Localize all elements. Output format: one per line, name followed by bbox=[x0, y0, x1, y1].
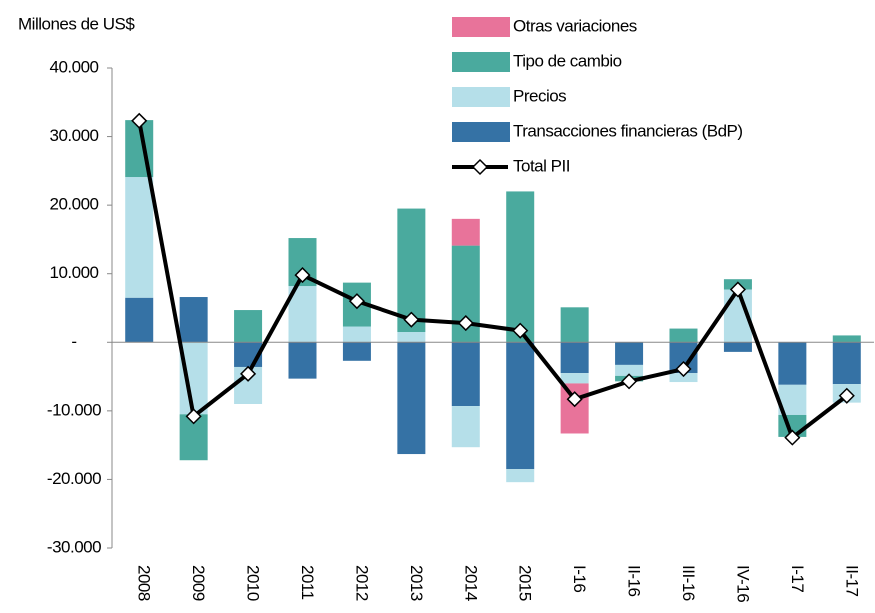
bar-segment bbox=[451, 218, 480, 246]
legend-swatch bbox=[452, 17, 510, 37]
bar-segment bbox=[669, 373, 698, 383]
line-marker bbox=[294, 267, 311, 284]
bar-segment bbox=[342, 326, 371, 343]
line-marker bbox=[457, 315, 474, 332]
bar-segment bbox=[288, 342, 317, 379]
bar-segment bbox=[125, 177, 154, 298]
line-marker bbox=[512, 322, 529, 339]
line-marker bbox=[729, 281, 746, 298]
bar-segment bbox=[560, 342, 589, 374]
legend-label: Otras variaciones bbox=[513, 16, 637, 35]
bar-segment bbox=[723, 342, 752, 352]
y-tick-label: 30.000 bbox=[50, 126, 99, 145]
line-marker bbox=[348, 293, 365, 310]
bar-segment bbox=[560, 383, 589, 434]
bar-segment bbox=[342, 342, 371, 361]
line-marker bbox=[784, 429, 801, 446]
bar-segment bbox=[179, 342, 208, 415]
bar-segment bbox=[451, 342, 480, 407]
line-marker bbox=[131, 112, 148, 129]
x-tick-label: 2009 bbox=[189, 565, 208, 601]
x-tick-label: I-16 bbox=[570, 565, 589, 592]
x-tick-label: 2012 bbox=[352, 565, 371, 601]
x-tick-label: 2015 bbox=[516, 565, 535, 601]
bar-segment bbox=[397, 208, 426, 332]
legend-swatch bbox=[452, 87, 510, 107]
bar-segment bbox=[615, 364, 644, 376]
legend-swatch bbox=[452, 52, 510, 72]
legend-label: Precios bbox=[513, 86, 566, 105]
y-tick-label: -10.000 bbox=[47, 400, 101, 419]
x-tick-label: 2011 bbox=[298, 565, 317, 600]
line-marker bbox=[675, 360, 692, 378]
x-tick-label: 2013 bbox=[407, 565, 426, 601]
bar-segment bbox=[778, 342, 807, 385]
x-tick-label: III-16 bbox=[679, 565, 698, 601]
bar-segment bbox=[125, 297, 154, 343]
y-tick-label: -20.000 bbox=[47, 469, 101, 488]
bar-segment bbox=[832, 342, 861, 385]
x-tick-label: 2008 bbox=[135, 565, 154, 601]
bar-segment bbox=[560, 307, 589, 343]
line-marker bbox=[566, 391, 583, 408]
legend-label: Total PII bbox=[513, 156, 570, 175]
x-tick-label: 2014 bbox=[461, 565, 480, 601]
bar-segment bbox=[451, 406, 480, 448]
line-marker bbox=[185, 408, 202, 425]
line-marker bbox=[403, 311, 420, 328]
bar-segment bbox=[179, 297, 208, 343]
y-tick-label: 40.000 bbox=[50, 57, 99, 76]
bar-segment bbox=[832, 335, 861, 343]
y-tick-label: 10.000 bbox=[50, 263, 99, 282]
bar-segment bbox=[615, 342, 644, 365]
y-tick-label: 20.000 bbox=[50, 195, 99, 214]
x-tick-label: II-17 bbox=[842, 565, 861, 597]
legend-swatch bbox=[452, 122, 510, 142]
bar-segment bbox=[506, 191, 535, 343]
total-line bbox=[137, 120, 849, 440]
legend-marker bbox=[471, 158, 489, 176]
y-axis-label: Millones de US$ bbox=[18, 14, 135, 33]
legend-label: Tipo de cambio bbox=[513, 51, 622, 70]
bar-segment bbox=[234, 310, 263, 343]
x-tick-label: II-16 bbox=[625, 565, 644, 597]
legend-label: Transacciones financieras (BdP) bbox=[513, 121, 743, 140]
bar-segment bbox=[397, 342, 426, 455]
line-marker bbox=[240, 365, 257, 382]
x-tick-label: 2010 bbox=[244, 565, 263, 601]
bar-segment bbox=[506, 469, 535, 483]
y-tick-label: -30.000 bbox=[47, 537, 101, 556]
x-tick-label: I-17 bbox=[788, 565, 807, 592]
line-marker bbox=[838, 387, 855, 404]
x-tick-label: IV-16 bbox=[733, 565, 752, 602]
bar-segment bbox=[506, 342, 535, 470]
line-marker bbox=[621, 373, 638, 390]
bar-segment bbox=[669, 328, 698, 343]
bar-segment bbox=[397, 332, 426, 343]
bar-segment bbox=[560, 373, 589, 384]
y-tick-label: - bbox=[71, 332, 76, 351]
